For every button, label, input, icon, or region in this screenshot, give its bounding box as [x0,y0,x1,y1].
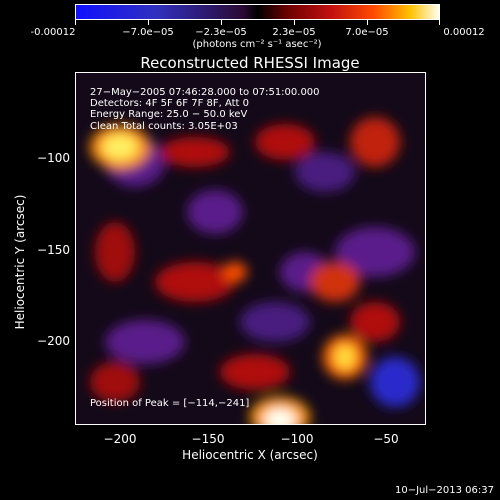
footer-date: 10−Jul−2013 06:37 [395,485,494,496]
x-tick-label: −200 [103,432,137,446]
colorbar [75,4,440,20]
colorbar-units: (photons cm⁻² s⁻¹ asec⁻²) [192,39,322,50]
colorbar-label: -0.00012 [30,27,76,38]
colorbar-tick [294,20,295,25]
annotation-clean: Clean Total counts: 3.05E+03 [90,121,238,132]
y-tick-label: −200 [37,334,70,348]
annotation-peak: Position of Peak = [−114,−241] [90,398,250,409]
y-tick-label: −150 [37,243,70,257]
colorbar-label: 0.00012 [443,27,485,38]
annotation-energy: Energy Range: 25.0 − 50.0 keV [90,109,248,120]
x-tick-label: −100 [280,432,314,446]
colorbar-tick [75,20,76,25]
colorbar-tick [439,20,440,25]
x-tick-label: −150 [191,432,225,446]
y-axis-label: Heliocentric Y (arcsec) [13,194,27,330]
colorbar-tick [221,20,222,25]
colorbar-label: −7.0e−05 [122,27,174,38]
x-axis-label: Heliocentric X (arcsec) [182,448,318,462]
x-tick-label: −50 [373,432,399,446]
colorbar-tick [367,20,368,25]
y-tick-label: −100 [37,151,70,165]
intensity-map [90,117,420,424]
annotation-detectors: Detectors: 4F 5F 6F 7F 8F, Att 0 [90,98,250,109]
annotation-time: 27−May−2005 07:46:28.000 to 07:51:00.000 [90,87,320,98]
colorbar-label: 7.0e−05 [345,27,389,38]
colorbar-label: 2.3e−05 [272,27,316,38]
colorbar-label: −2.3e−05 [195,27,247,38]
colorbar-tick [148,20,149,25]
image-title: Reconstructed RHESSI Image [140,54,360,72]
